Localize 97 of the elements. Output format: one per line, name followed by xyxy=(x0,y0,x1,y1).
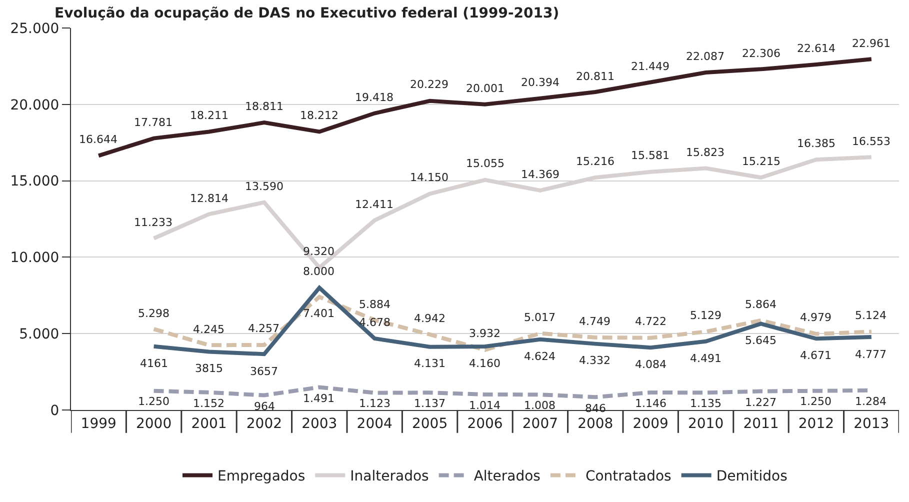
data-label: 14.369 xyxy=(521,168,560,181)
data-label: 5.124 xyxy=(855,309,886,322)
x-tick-label: 2003 xyxy=(302,416,338,432)
data-label: 20.811 xyxy=(576,70,614,83)
x-tick-label: 2010 xyxy=(688,416,724,432)
data-label: 16.553 xyxy=(852,135,890,148)
data-label: 4.777 xyxy=(855,348,886,361)
data-label: 5.129 xyxy=(690,309,722,322)
x-tick-label: 2004 xyxy=(356,416,392,432)
data-label: 20.001 xyxy=(466,82,504,95)
data-label: 15.823 xyxy=(686,146,724,159)
x-tick-label: 2008 xyxy=(578,416,614,432)
x-tick-label: 2005 xyxy=(412,416,448,432)
data-label: 5.017 xyxy=(524,311,556,324)
data-label: 22.614 xyxy=(797,42,836,55)
data-label: 1.250 xyxy=(800,395,832,408)
data-label: 1.146 xyxy=(635,397,666,410)
data-label: 22.961 xyxy=(852,37,890,50)
data-label: 20.229 xyxy=(410,78,448,91)
data-label: 15.216 xyxy=(576,155,614,168)
data-label: 4.332 xyxy=(579,354,610,367)
data-label: 18.811 xyxy=(245,100,284,113)
x-tick-label: 2011 xyxy=(743,416,779,432)
data-label: 12.411 xyxy=(355,198,394,211)
data-label: 11.233 xyxy=(134,216,172,229)
data-label: 3815 xyxy=(195,362,223,375)
data-label: 18.211 xyxy=(190,109,228,122)
data-label: 4.749 xyxy=(579,315,610,328)
data-label: 4.624 xyxy=(524,350,556,363)
data-label: 4.491 xyxy=(690,352,722,365)
data-label: 20.394 xyxy=(521,76,560,89)
data-label: 1.152 xyxy=(193,397,224,410)
y-tick-label: 20.000 xyxy=(10,97,60,114)
data-label: 18.212 xyxy=(300,109,338,122)
data-label: 5.645 xyxy=(745,334,776,347)
data-label: 22.306 xyxy=(742,47,780,60)
data-label: 4.131 xyxy=(414,357,446,370)
data-label: 5.864 xyxy=(745,298,776,311)
data-label: 1.250 xyxy=(138,395,170,408)
data-label: 9.320 xyxy=(303,245,334,258)
data-label: 8.000 xyxy=(303,265,334,278)
data-label: 1.227 xyxy=(745,396,776,409)
data-label: 1.014 xyxy=(469,399,500,412)
data-label: 4.722 xyxy=(635,315,666,328)
x-tick-label: 2013 xyxy=(854,416,890,432)
data-label: 4.678 xyxy=(359,316,390,329)
data-label: 1.008 xyxy=(524,399,556,412)
x-tick-label: 2012 xyxy=(798,416,834,432)
data-label: 14.150 xyxy=(410,171,448,184)
data-label: 13.590 xyxy=(245,180,284,193)
data-label: 15.215 xyxy=(742,155,780,168)
data-label: 5.298 xyxy=(138,307,170,320)
legend-label: Empregados xyxy=(218,468,306,485)
data-label: 4.160 xyxy=(469,357,500,370)
data-label: 1.135 xyxy=(690,397,722,410)
data-label: 1.284 xyxy=(855,395,886,408)
data-label: 4.245 xyxy=(193,323,224,336)
data-label: 15.581 xyxy=(631,149,670,162)
data-label: 17.781 xyxy=(134,116,172,129)
data-label: 5.884 xyxy=(359,298,390,311)
data-label: 4.084 xyxy=(635,358,666,371)
legend-label: Contratados xyxy=(585,468,672,485)
legend-label: Inalterados xyxy=(350,468,429,485)
data-label: 3657 xyxy=(250,365,278,378)
data-label: 16.385 xyxy=(797,137,836,150)
data-label: 21.449 xyxy=(631,60,670,73)
x-tick-label: 2009 xyxy=(632,416,668,432)
data-label: 1.491 xyxy=(303,392,334,405)
data-label: 4.257 xyxy=(248,322,280,335)
data-label: 3.932 xyxy=(469,327,500,340)
x-tick-label: 2002 xyxy=(246,416,282,432)
x-tick-label: 2006 xyxy=(467,416,503,432)
y-tick-label: 10.000 xyxy=(10,250,60,266)
data-label: 1.137 xyxy=(414,397,446,410)
legend-label: Alterados xyxy=(474,468,540,485)
x-tick-label: 1999 xyxy=(80,416,116,432)
chart-title: Evolução da ocupação de DAS no Executivo federal (1999-2013) xyxy=(54,5,560,22)
data-label: 4161 xyxy=(140,357,168,370)
data-label: 4.979 xyxy=(800,311,832,324)
y-tick-label: 0 xyxy=(50,402,60,419)
data-label: 4.942 xyxy=(414,312,446,325)
y-tick-label: 25.000 xyxy=(10,20,60,37)
data-label: 1.123 xyxy=(359,397,390,410)
x-tick-label: 2001 xyxy=(191,416,227,432)
data-label: 15.055 xyxy=(466,157,504,170)
data-label: 4.671 xyxy=(800,349,832,362)
data-label: 7.401 xyxy=(303,307,334,320)
y-tick-label: 5.000 xyxy=(19,326,60,342)
x-tick-label: 2000 xyxy=(136,416,172,432)
data-label: 22.087 xyxy=(686,50,724,63)
data-label: 12.814 xyxy=(190,192,228,205)
data-label: 16.644 xyxy=(79,133,118,146)
legend-label: Demitidos xyxy=(716,468,788,485)
y-tick-label: 15.000 xyxy=(10,174,60,190)
data-label: 19.418 xyxy=(355,91,394,104)
x-tick-label: 2007 xyxy=(522,416,558,432)
data-label: 964 xyxy=(254,400,275,413)
